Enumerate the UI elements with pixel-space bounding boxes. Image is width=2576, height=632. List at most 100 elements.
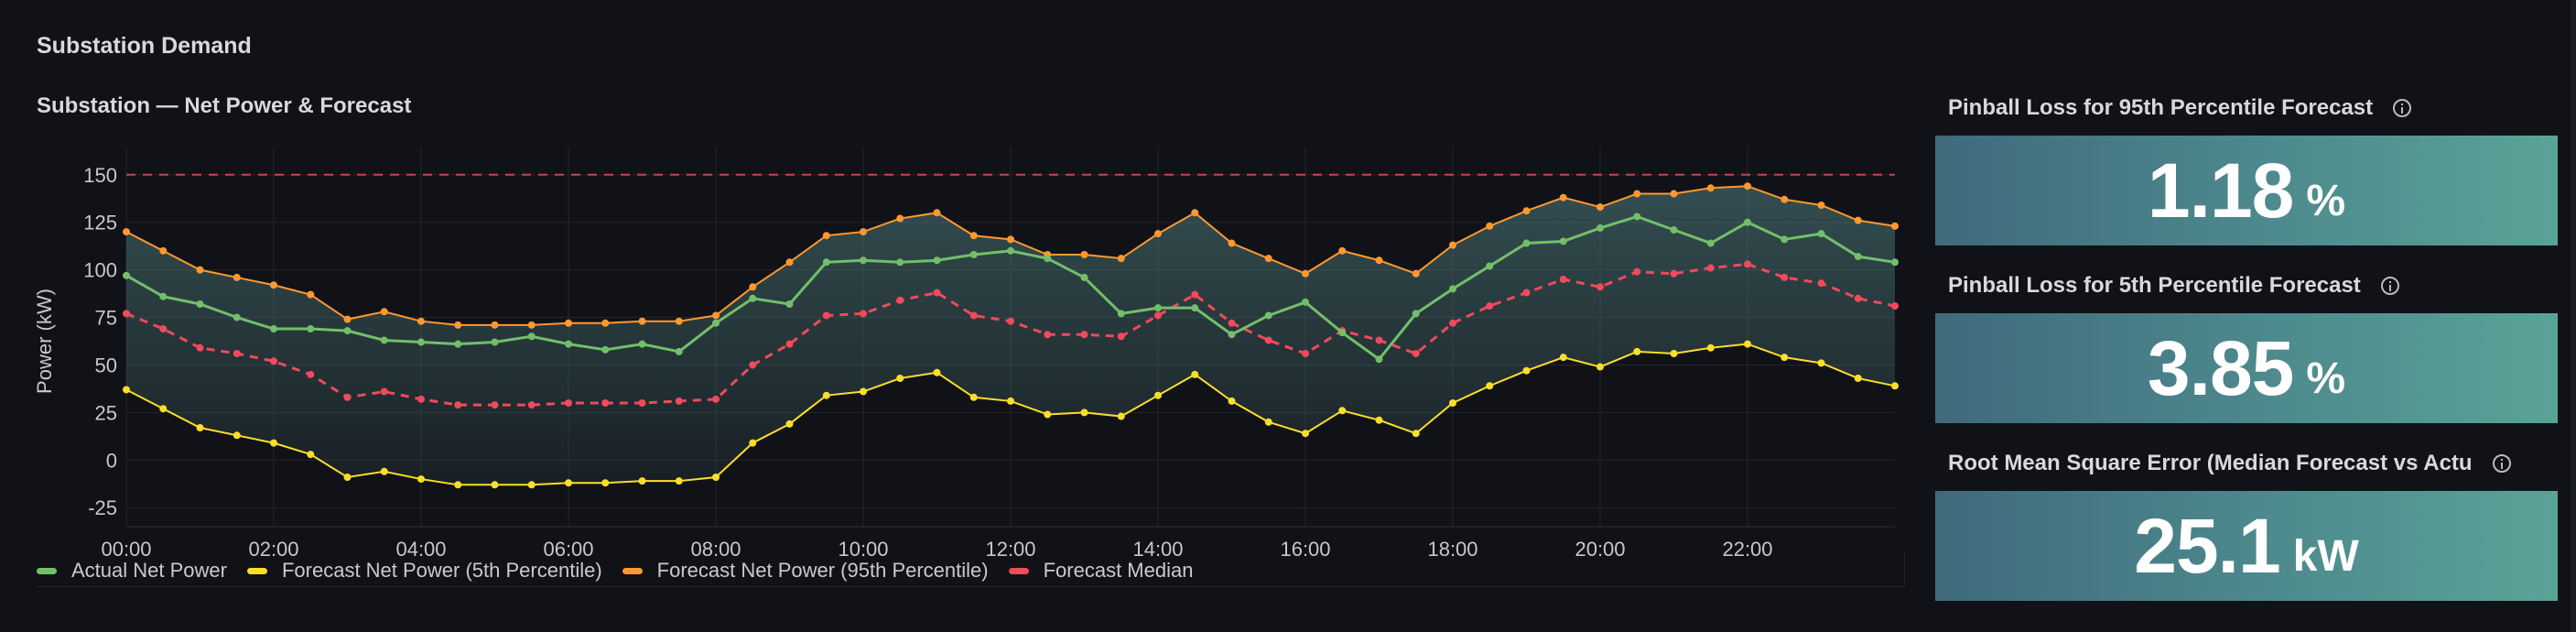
data-point-actual	[860, 256, 867, 265]
data-point-p5	[601, 479, 610, 487]
data-point-actual	[1780, 235, 1789, 244]
data-point-actual	[1007, 246, 1014, 255]
data-point-actual	[1264, 311, 1272, 320]
y-tick-label: 75	[95, 307, 117, 330]
stat-value: 3.85	[2147, 324, 2294, 411]
data-point-median	[196, 343, 204, 352]
data-point-actual	[565, 340, 572, 348]
stat-panel-p95[interactable]: 1.18 %	[1935, 136, 2558, 245]
data-point-actual	[1449, 285, 1456, 293]
data-point-p5	[1228, 397, 1236, 405]
data-point-p5	[1080, 409, 1088, 417]
data-point-p5	[1191, 370, 1199, 378]
data-point-median	[233, 350, 241, 357]
data-point-p95	[1633, 190, 1641, 198]
data-point-median	[1191, 290, 1199, 299]
data-point-p95	[196, 266, 204, 274]
legend-item-actual[interactable]: Actual Net Power	[37, 559, 227, 583]
data-point-median	[417, 395, 425, 403]
data-point-p95	[380, 308, 388, 316]
data-point-p95	[307, 290, 315, 299]
data-point-actual	[1559, 237, 1567, 245]
scrollbar[interactable]	[2571, 0, 2576, 632]
legend-divider-vertical	[1904, 553, 1905, 586]
data-point-p5	[1706, 343, 1715, 352]
data-point-median	[1228, 319, 1236, 327]
data-point-median	[1117, 332, 1125, 341]
data-point-p95	[860, 228, 867, 236]
data-point-p95	[1080, 251, 1088, 258]
stat-panel-p5[interactable]: 3.85 %	[1935, 313, 2558, 423]
data-point-median	[1522, 289, 1531, 297]
data-point-actual	[1744, 218, 1751, 226]
stat-panel-rmse[interactable]: 25.1 kW	[1935, 491, 2558, 601]
data-point-p95	[749, 283, 757, 291]
data-point-median	[933, 289, 941, 297]
chart-legend: Actual Net Power Forecast Net Power (5th…	[37, 559, 1213, 583]
data-point-median	[1375, 336, 1383, 344]
stat-value: 1.18	[2147, 147, 2294, 234]
data-point-actual	[343, 327, 352, 335]
legend-label: Forecast Net Power (5th Percentile)	[281, 559, 602, 582]
data-point-median	[1154, 311, 1162, 320]
stat-title-p5[interactable]: Pinball Loss for 5th Percentile Forecast	[1948, 273, 2399, 299]
data-point-p5	[1007, 397, 1014, 405]
data-point-median	[454, 401, 462, 409]
data-point-actual	[1596, 223, 1604, 232]
data-point-p5	[307, 451, 315, 459]
data-point-p95	[1338, 246, 1347, 255]
data-point-p5	[822, 391, 830, 399]
data-point-actual	[1228, 331, 1236, 339]
x-tick-label: 02:00	[248, 538, 298, 559]
data-point-p95	[601, 319, 610, 327]
legend-swatch-p95	[622, 567, 643, 574]
data-point-actual	[601, 345, 610, 354]
info-icon[interactable]	[2380, 277, 2399, 295]
info-icon[interactable]	[2492, 454, 2511, 473]
data-point-actual	[749, 294, 757, 302]
panel-title[interactable]: Substation — Net Power & Forecast	[37, 93, 412, 118]
data-point-actual	[1633, 212, 1641, 221]
data-point-p95	[233, 273, 241, 281]
stat-title-rmse[interactable]: Root Mean Square Error (Median Forecast …	[1948, 451, 2511, 476]
data-point-actual	[454, 340, 462, 348]
data-point-actual	[1302, 298, 1309, 306]
data-point-actual	[307, 325, 315, 332]
data-point-p5	[1264, 418, 1272, 426]
stat-title-text: Root Mean Square Error (Median Forecast …	[1948, 451, 2473, 475]
data-point-median	[1080, 331, 1088, 339]
data-point-p95	[1375, 256, 1383, 265]
x-tick-label: 16:00	[1280, 538, 1330, 559]
stat-title-p95[interactable]: Pinball Loss for 95th Percentile Forecas…	[1948, 95, 2412, 121]
data-point-p5	[1891, 382, 1899, 390]
data-point-p5	[1375, 416, 1383, 424]
data-point-actual	[196, 300, 204, 308]
data-point-p95	[969, 232, 978, 240]
legend-divider	[37, 586, 1904, 587]
data-point-p5	[675, 477, 683, 485]
legend-item-median[interactable]: Forecast Median	[1008, 559, 1193, 583]
data-point-actual	[638, 340, 646, 348]
row-title[interactable]: Substation Demand	[37, 33, 252, 59]
data-point-p95	[1596, 203, 1604, 212]
legend-swatch-p5	[246, 567, 267, 574]
data-point-p5	[527, 481, 536, 489]
data-point-actual	[933, 256, 941, 265]
data-point-p95	[1007, 235, 1014, 244]
x-tick-label: 18:00	[1427, 538, 1477, 559]
data-point-p5	[1412, 430, 1420, 438]
legend-item-p5[interactable]: Forecast Net Power (5th Percentile)	[246, 559, 602, 583]
timeseries-chart[interactable]: -25 0 25 50 75 100 125 150 00:00 02:00 04:00 06:00 0…	[0, 137, 1904, 559]
data-point-p95	[1891, 222, 1899, 230]
stat-title-text: Pinball Loss for 95th Percentile Forecas…	[1948, 95, 2374, 120]
data-point-p5	[1780, 354, 1789, 362]
x-tick-label: 12:00	[985, 538, 1035, 559]
x-tick-label: 20:00	[1575, 538, 1625, 559]
data-point-median	[675, 397, 683, 405]
legend-item-p95[interactable]: Forecast Net Power (95th Percentile)	[622, 559, 989, 583]
data-point-median	[896, 296, 904, 304]
data-point-p95	[1412, 269, 1420, 278]
info-icon[interactable]	[2393, 99, 2412, 117]
data-point-p95	[638, 317, 646, 325]
data-point-p5	[896, 375, 904, 382]
